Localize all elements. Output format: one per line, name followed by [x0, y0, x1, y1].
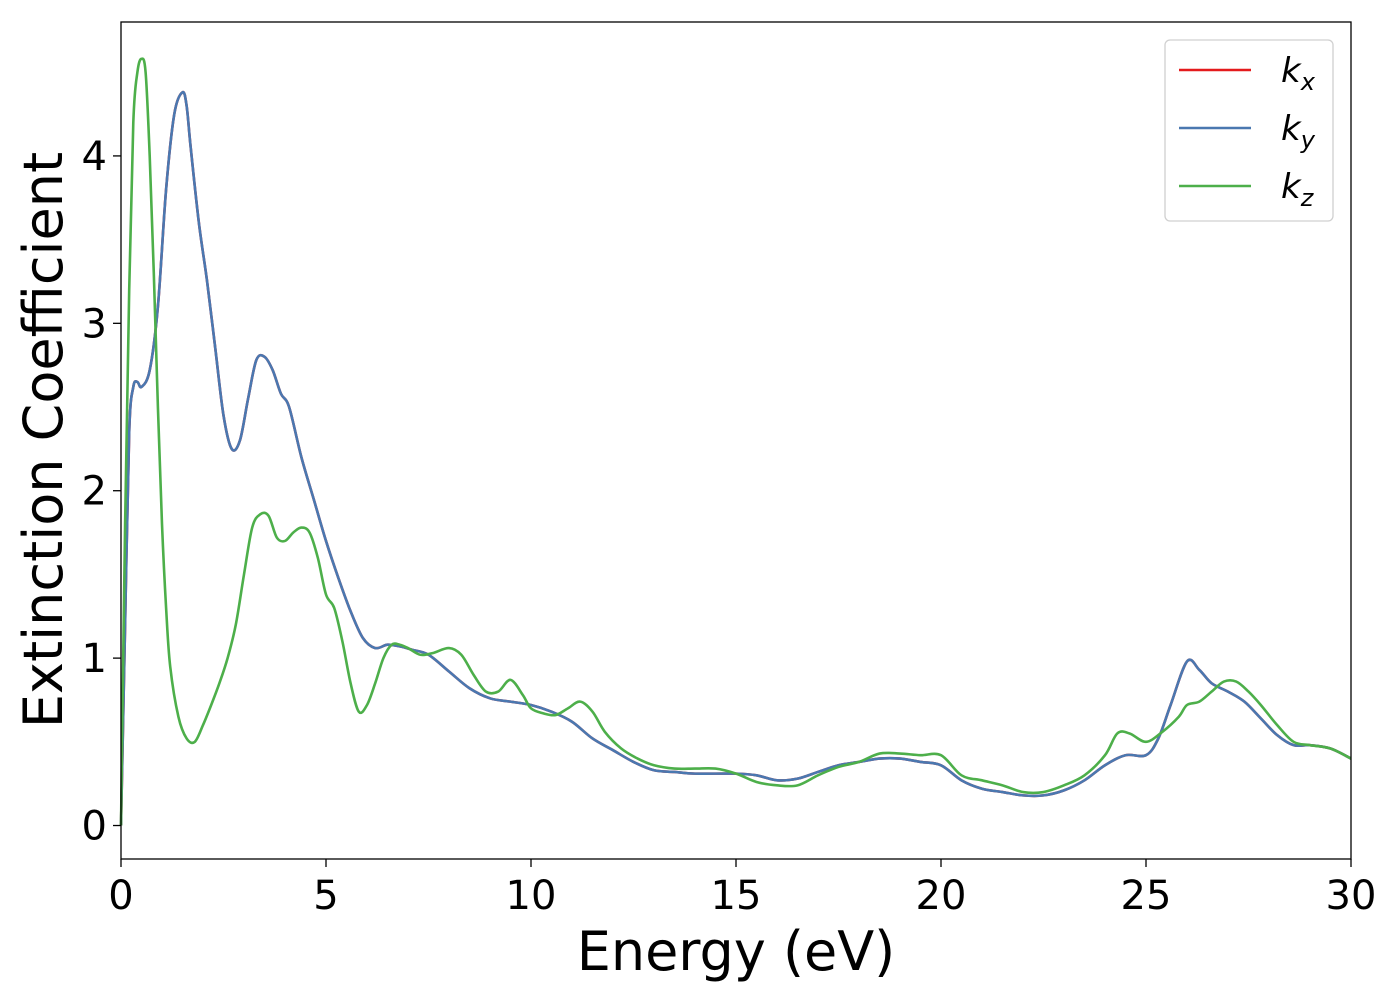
x-tick-label: 5 [313, 873, 338, 919]
legend-label: kz [1281, 167, 1315, 212]
legend-entry-k-y: ky [1179, 109, 1316, 154]
legend-entry-k-x: kx [1179, 51, 1316, 96]
x-tick-label: 20 [916, 873, 967, 919]
series-line-k-y [119, 90, 1352, 826]
x-tick-label: 10 [506, 873, 557, 919]
legend: kx ky kz [1164, 39, 1334, 222]
legend-entry-k-z: kz [1179, 167, 1315, 212]
y-axis-title: Extinction Coefficient [12, 152, 75, 728]
x-tick-label: 15 [711, 873, 762, 919]
x-tick-label: 0 [108, 873, 133, 919]
legend-box [1164, 39, 1334, 222]
y-tick-label: 2 [82, 469, 107, 515]
y-axis: 0 1 2 3 4 [82, 134, 121, 850]
series-line-k-z [119, 57, 1352, 826]
y-tick-label: 0 [82, 804, 107, 850]
plot-area [121, 22, 1351, 859]
legend-label: kx [1281, 51, 1316, 96]
series-layer [119, 57, 1352, 826]
y-tick-label: 4 [82, 134, 107, 180]
y-tick-label: 3 [82, 301, 107, 347]
x-tick-label: 30 [1326, 873, 1377, 919]
legend-label: ky [1281, 109, 1316, 154]
x-axis-title: Energy (eV) [577, 920, 896, 983]
y-tick-label: 1 [82, 636, 107, 682]
x-axis: 0 5 10 15 20 25 30 [108, 859, 1376, 919]
x-tick-label: 25 [1121, 873, 1172, 919]
